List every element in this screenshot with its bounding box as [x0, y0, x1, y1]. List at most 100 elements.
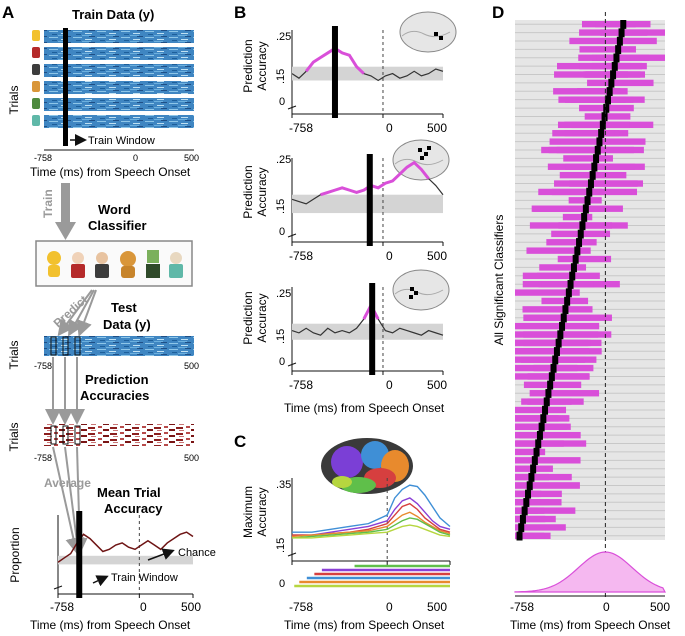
train-window-mark — [569, 271, 576, 281]
axis-break — [53, 585, 63, 590]
panel-c-letter: C — [234, 432, 246, 451]
train-window-mark — [589, 170, 596, 180]
b2-tick-top: .25 — [276, 154, 291, 166]
b3-tick-bottom: .15 — [275, 329, 287, 344]
train-window-mark — [543, 397, 550, 407]
d-tick-left: -758 — [510, 600, 534, 614]
test-data-label: Data (y) — [103, 317, 151, 332]
axis-break — [287, 233, 297, 238]
train-window-mark — [565, 288, 572, 298]
train-window-mark — [618, 28, 625, 38]
c-tick-right: 500 — [427, 600, 447, 614]
predict-label: Predict — [51, 293, 91, 331]
significant-segment — [563, 155, 613, 162]
c-tick-left: -758 — [289, 600, 313, 614]
train-window-mark — [586, 187, 593, 197]
chance-label: Chance — [178, 547, 216, 559]
train-window-mark — [555, 338, 562, 348]
significant-segment — [533, 205, 601, 212]
d-x-label: Time (ms) from Speech Onset — [510, 618, 671, 632]
mummy-icon — [32, 115, 40, 126]
significant-segment — [557, 255, 612, 263]
significant-segment — [515, 289, 580, 296]
train-window-mark — [591, 162, 598, 172]
pirate-icon — [95, 252, 109, 278]
train-window-mark — [518, 523, 525, 533]
brain-icon — [392, 269, 450, 311]
train-window-mark — [594, 145, 601, 155]
train-window-mark — [610, 70, 617, 80]
significant-segment — [587, 79, 654, 87]
significant-segment — [523, 314, 591, 321]
significant-segment — [515, 406, 567, 414]
a-train-tick-left: -758 — [34, 153, 52, 163]
significant-segment — [515, 499, 562, 506]
classifier-label: Classifier — [88, 218, 147, 233]
word-classifier-box — [35, 240, 193, 287]
train-window-mark — [547, 380, 554, 390]
train-window-mark — [559, 321, 566, 331]
significant-segment — [515, 322, 600, 330]
train-window-mark — [603, 103, 610, 113]
prediction-chart-1 — [287, 26, 444, 118]
b3-y-label-2: Accuracy — [255, 293, 269, 342]
train-window-mark — [598, 129, 605, 138]
b3-tick-left: -758 — [289, 378, 313, 392]
significant-segment — [553, 88, 628, 95]
frankenstein-icon — [32, 98, 40, 109]
train-window-mark — [584, 196, 591, 206]
train-window-mark — [615, 45, 622, 55]
accuracy-label: Accuracy — [104, 501, 163, 516]
significant-segment — [515, 448, 546, 456]
train-window-mark — [516, 531, 523, 541]
chance-band — [292, 323, 443, 340]
a-tick-right: 500 — [181, 600, 201, 614]
train-window-mark — [531, 456, 538, 466]
a-test-tick-left: -758 — [34, 361, 52, 371]
train-window-mark — [596, 137, 603, 147]
a-tick-mid: 0 — [140, 600, 147, 614]
average-label: Average — [44, 476, 91, 490]
train-window-mark — [533, 447, 540, 457]
significant-segment — [515, 532, 534, 539]
train-window-mark — [536, 430, 543, 440]
a-test-tick-right: 500 — [184, 361, 199, 371]
significant-segment — [515, 482, 580, 489]
significant-segment — [522, 306, 593, 313]
significant-segment — [579, 29, 648, 36]
significant-segment — [546, 239, 597, 246]
a-train-time-label: Time (ms) from Speech Onset — [30, 165, 191, 179]
proportion-label: Proportion — [8, 527, 22, 582]
brain-regions-icon — [321, 438, 413, 494]
train-window-mark — [545, 389, 552, 398]
maximum-accuracy-chart — [287, 478, 451, 588]
a-tick-left: -758 — [50, 600, 74, 614]
train-window-mark — [523, 498, 530, 507]
train-window-mark — [535, 439, 542, 449]
train-window-mark — [542, 405, 549, 415]
train-window-bar — [63, 28, 68, 146]
a-pred-tick-right: 500 — [184, 453, 199, 463]
brain-icon — [399, 11, 457, 53]
b1-tick-top: .25 — [276, 31, 291, 43]
significant-segment — [523, 331, 612, 338]
test-heatmap — [44, 336, 194, 356]
b3-tick-top: .25 — [276, 288, 291, 300]
c-tick-bottom: .15 — [275, 538, 287, 553]
b1-tick-mid: 0 — [386, 121, 393, 135]
series-line — [292, 524, 451, 539]
train-window-mark — [577, 229, 584, 239]
train-window-label-2: Train Window — [111, 572, 178, 584]
b3-tick-zero: 0 — [279, 356, 285, 368]
train-window-mark — [552, 355, 559, 365]
chance-band — [292, 66, 443, 81]
train-window-mark — [550, 363, 557, 373]
a-pred-tick-left: -758 — [34, 453, 52, 463]
train-window-bar — [366, 154, 373, 246]
train-window-mark — [557, 330, 564, 340]
series-line — [292, 484, 451, 533]
significant-segment — [564, 121, 630, 129]
train-window-mark — [553, 347, 560, 356]
significant-segment — [515, 457, 581, 464]
